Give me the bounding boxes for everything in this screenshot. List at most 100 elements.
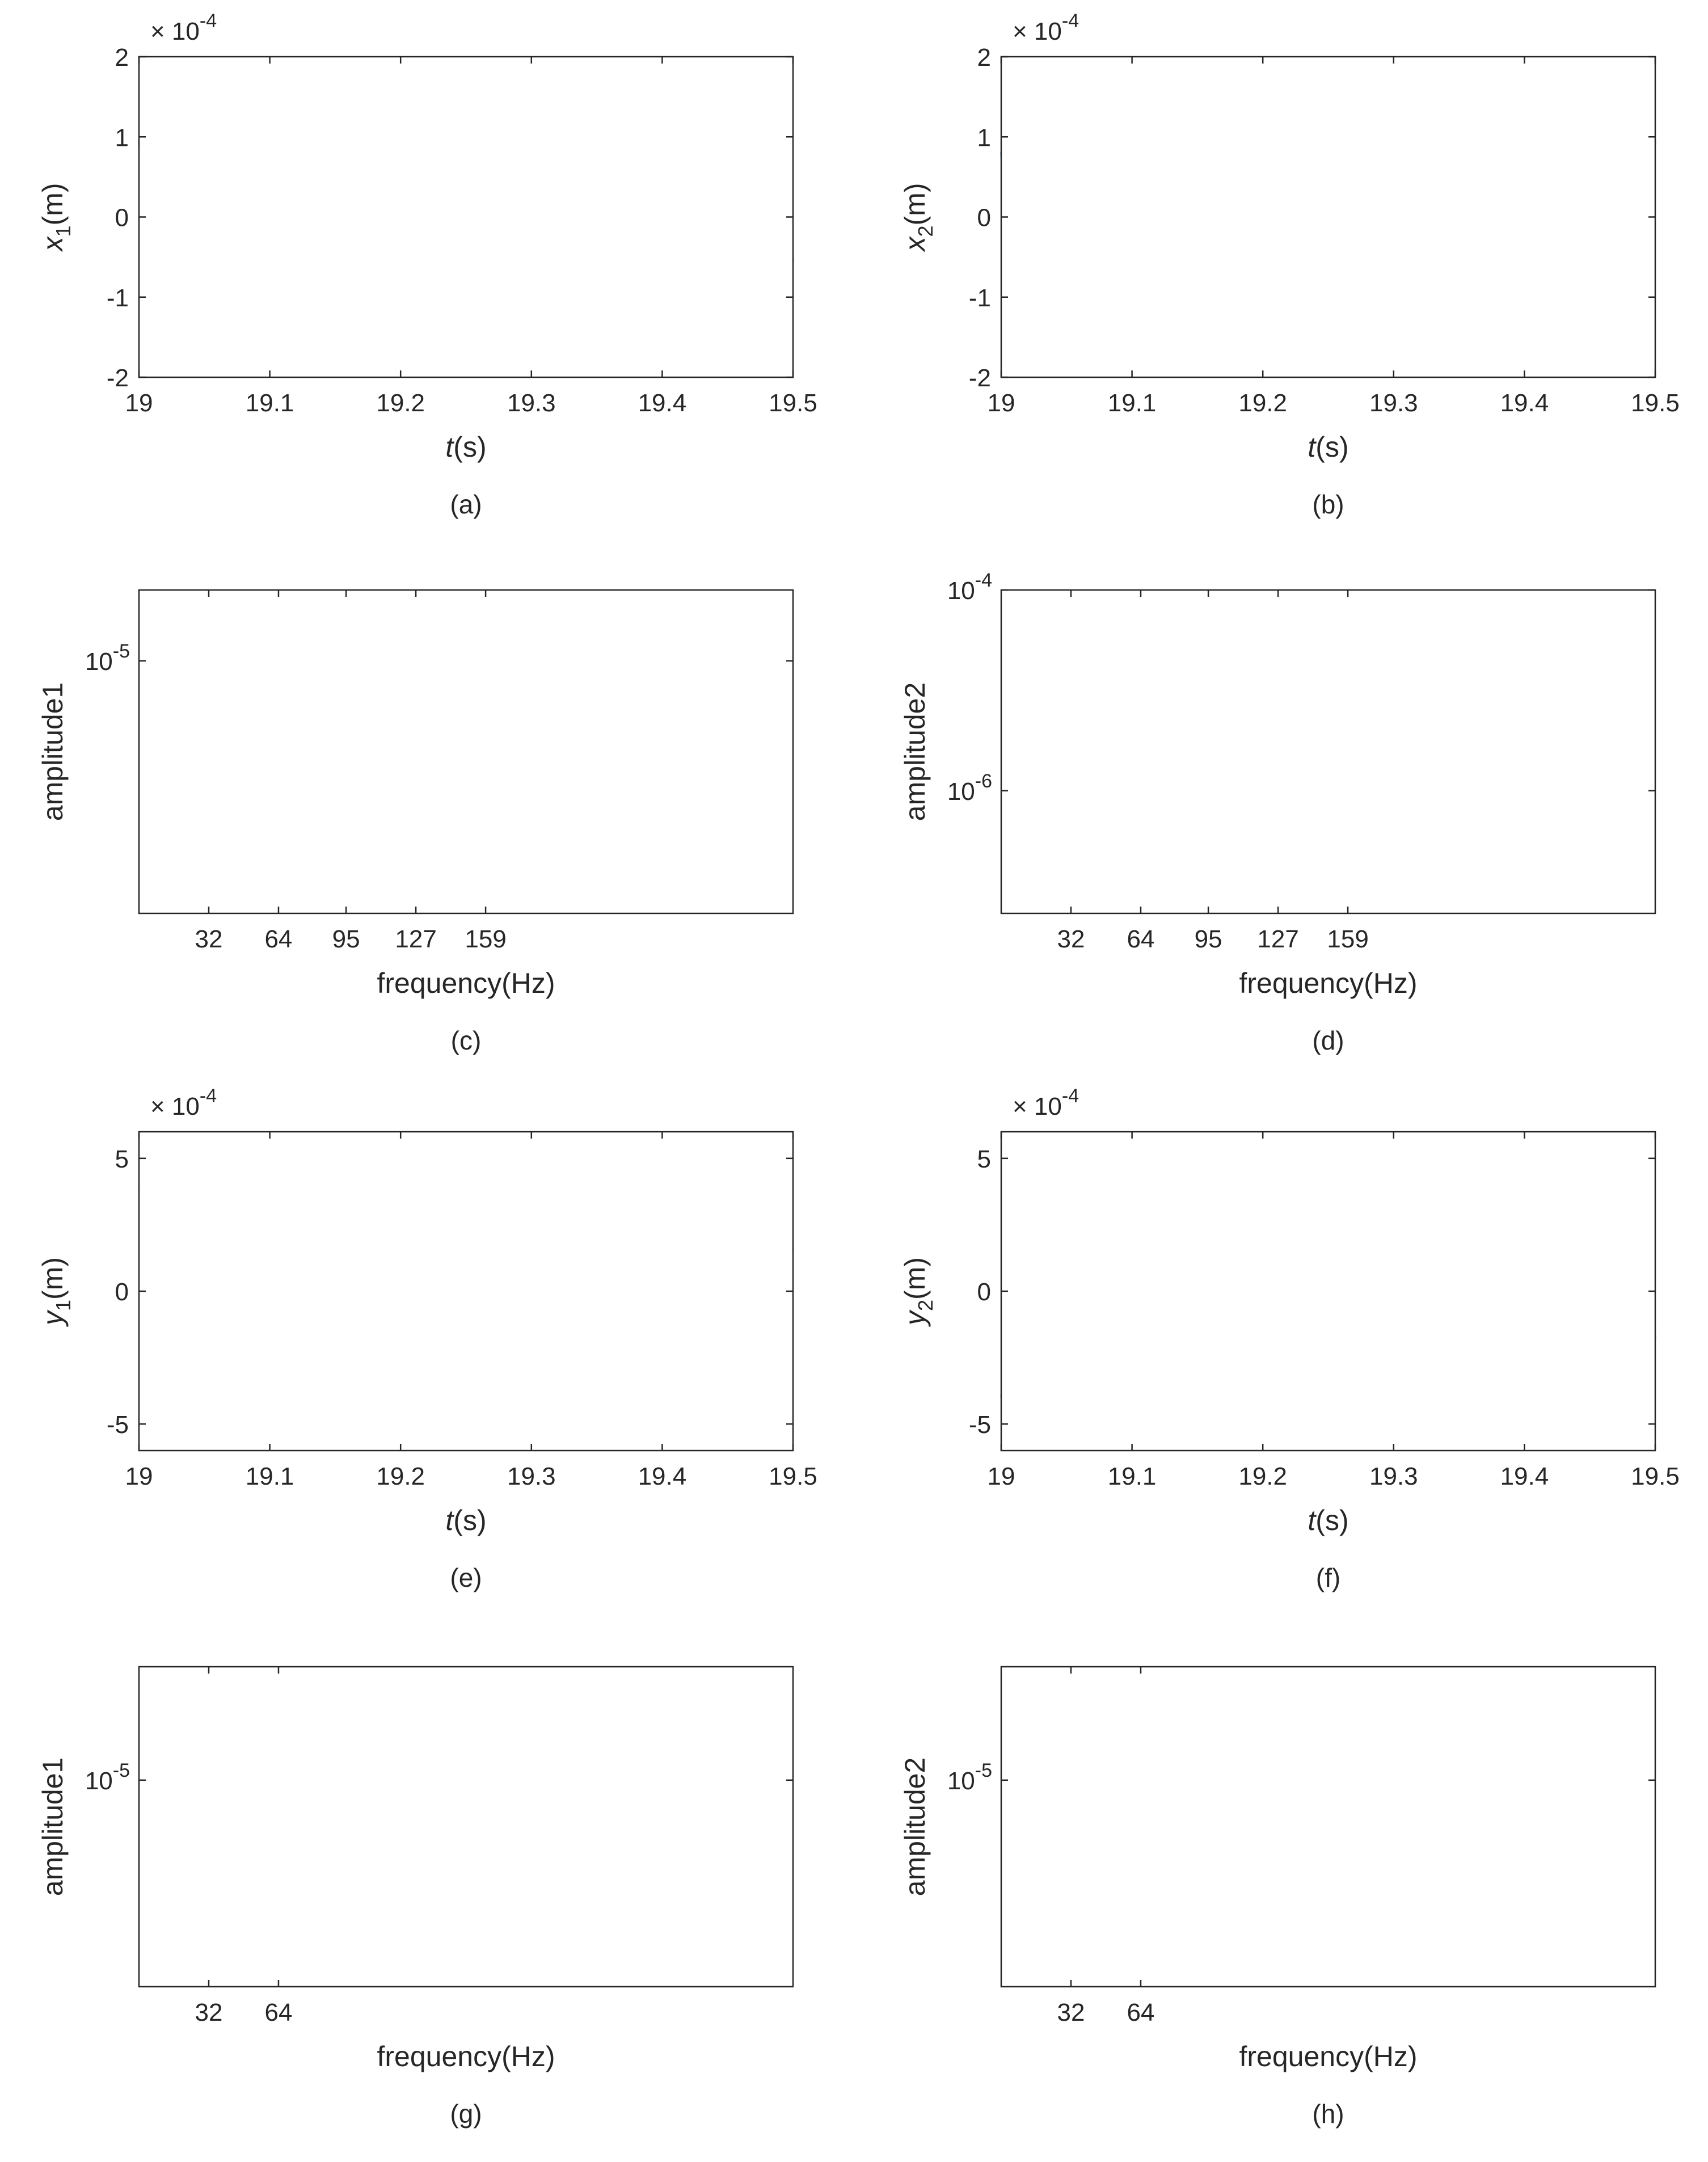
panel-caption: (b) [1312,490,1344,519]
y-axis-variable: x [899,235,931,252]
panel-caption: (f) [1316,1563,1340,1592]
x-tick-label: 19.5 [769,1463,817,1490]
y-tick-label: 5 [115,1145,129,1173]
x-tick-label: 19 [988,1463,1015,1490]
x-axis-variable: t [1308,431,1317,463]
x-tick-label: 19 [125,389,153,417]
panel-caption: (a) [450,490,482,519]
panel-caption: (g) [450,2099,482,2129]
axes-frame [1000,1131,1656,1452]
multiplier-power: -4 [200,1085,217,1107]
x-axis-variable: t [445,1504,454,1536]
x-axis-label: t(s) [445,431,486,463]
x-tick-label: 19.4 [1500,389,1549,417]
x-tick-label: 19.3 [507,389,556,417]
y-axis-label: amplitude2 [899,682,931,821]
panel-caption: (c) [451,1026,482,1055]
y-tick-label: -5 [107,1411,129,1439]
x-axis-label: frequency(Hz) [377,2041,555,2072]
x-tick-label: 19 [988,389,1015,417]
x-tick-label: 19.2 [376,1463,425,1490]
panel-g: 32 64 10-5 frequency(Hz) amplitude1 (g) [37,1666,794,2129]
y-tick-base: 10 [947,1767,975,1795]
panel-caption: (e) [450,1563,482,1592]
panel-d: 32 64 95 127 15910-610-4frequency(Hz)amplitu… [899,570,1656,1055]
x-tick-label: 19.2 [1238,1463,1287,1490]
y-tick-label: 5 [977,1145,991,1173]
x-tick-label: 95 [332,925,360,953]
y-axis-variable: y [37,1309,69,1327]
y-axis-unit: (m) [37,183,69,226]
y-tick-label: 2 [977,44,991,71]
x-tick-label: 19.1 [246,1463,294,1490]
axes-frame [138,56,794,378]
x-tick-label: 19.4 [638,389,687,417]
x-axis-unit: (s) [1315,431,1348,463]
y-tick-label: 10-4 [947,570,992,605]
x-axis-label: t(s) [445,1504,486,1536]
y-tick-label: 0 [115,204,129,232]
x-tick-label: 19.5 [1631,1463,1680,1490]
y-tick-label: -2 [107,364,129,392]
x-tick-label: 19.3 [507,1463,556,1490]
y-axis-subscript: 1 [52,225,75,237]
x-axis-label: t(s) [1308,431,1348,463]
y-axis-variable: y [899,1309,931,1327]
x-tick-label: 127 [395,925,436,953]
y-tick-label: 1 [977,124,991,151]
x-axis-label: frequency(Hz) [1239,2041,1418,2072]
x-tick-label: 19.1 [1108,389,1157,417]
x-tick-label: 64 [1127,925,1154,953]
axes-frame [138,1131,794,1452]
multiplier-base: × 10 [1013,18,1062,45]
x-tick-label: 32 [195,925,223,953]
x-tick-label: 32 [1057,925,1085,953]
panel-a: 19 19.1 19.2 19.3 19.4 19.5 -2 -1 0 1 2 × 10-4 t(s) x… [37,10,817,519]
y-axis-label: x2(m) [899,183,937,252]
y-tick-exponent: -4 [975,570,992,591]
x-axis-unit: (s) [453,1504,486,1536]
y-axis-variable: x [37,235,69,252]
panel-f: 19 19.1 19.2 19.3 19.4 19.5 -5 0 5 × 10-4 t(s) y2(m… [899,1085,1680,1592]
x-tick-label: 64 [1127,1999,1154,2026]
multiplier-power: -4 [1062,10,1079,32]
axes-frame [1000,1666,1656,1988]
x-tick-label: 19 [125,1463,153,1490]
y-tick-label: 10-5 [85,640,130,676]
y-axis-subscript: 2 [914,225,937,237]
x-tick-label: 32 [195,1999,223,2026]
panel-c: 32 64 95 127 159 10-5 frequency(Hz) amplitude1 (… [37,589,794,1055]
x-tick-label: 32 [1057,1999,1085,2026]
x-tick-label: 19.2 [1238,389,1287,417]
y-axis-label: amplitude1 [37,682,69,821]
panel-caption: (d) [1312,1026,1344,1055]
x-tick-label: 19.1 [1108,1463,1157,1490]
axis-multiplier: × 10-4 [1013,1085,1079,1120]
y-axis-subscript: 2 [914,1300,937,1311]
x-tick-label: 19.1 [246,389,294,417]
y-tick-base: 10 [947,577,975,605]
axes-frame [1000,56,1656,378]
y-axis-label: y2(m) [899,1257,937,1327]
x-tick-label: 19.4 [638,1463,687,1490]
multiplier-base: × 10 [1013,1093,1062,1120]
y-tick-label: 0 [977,1278,991,1306]
panel-b: 19 19.1 19.2 19.3 19.4 19.5 -2 -1 0 1 2 × 10-4 t(s) x… [899,10,1680,519]
y-axis-label: amplitude1 [37,1758,69,1897]
x-tick-label: 19.3 [1369,1463,1418,1490]
y-axis-unit: (m) [899,1257,931,1300]
y-axis-subscript: 1 [52,1300,75,1311]
y-tick-label: 2 [115,44,129,71]
y-tick-label: 10-5 [85,1760,130,1795]
x-tick-label: 64 [264,1999,292,2026]
y-tick-label: -1 [107,284,129,312]
y-axis-label: x1(m) [37,183,75,252]
x-axis-unit: (s) [453,431,486,463]
y-tick-exponent: -5 [113,640,130,662]
y-tick-label: 1 [115,124,129,151]
x-tick-label: 19.5 [1631,389,1680,417]
x-tick-label: 95 [1195,925,1222,953]
y-axis-label: amplitude2 [899,1758,931,1897]
x-tick-label: 64 [264,925,292,953]
